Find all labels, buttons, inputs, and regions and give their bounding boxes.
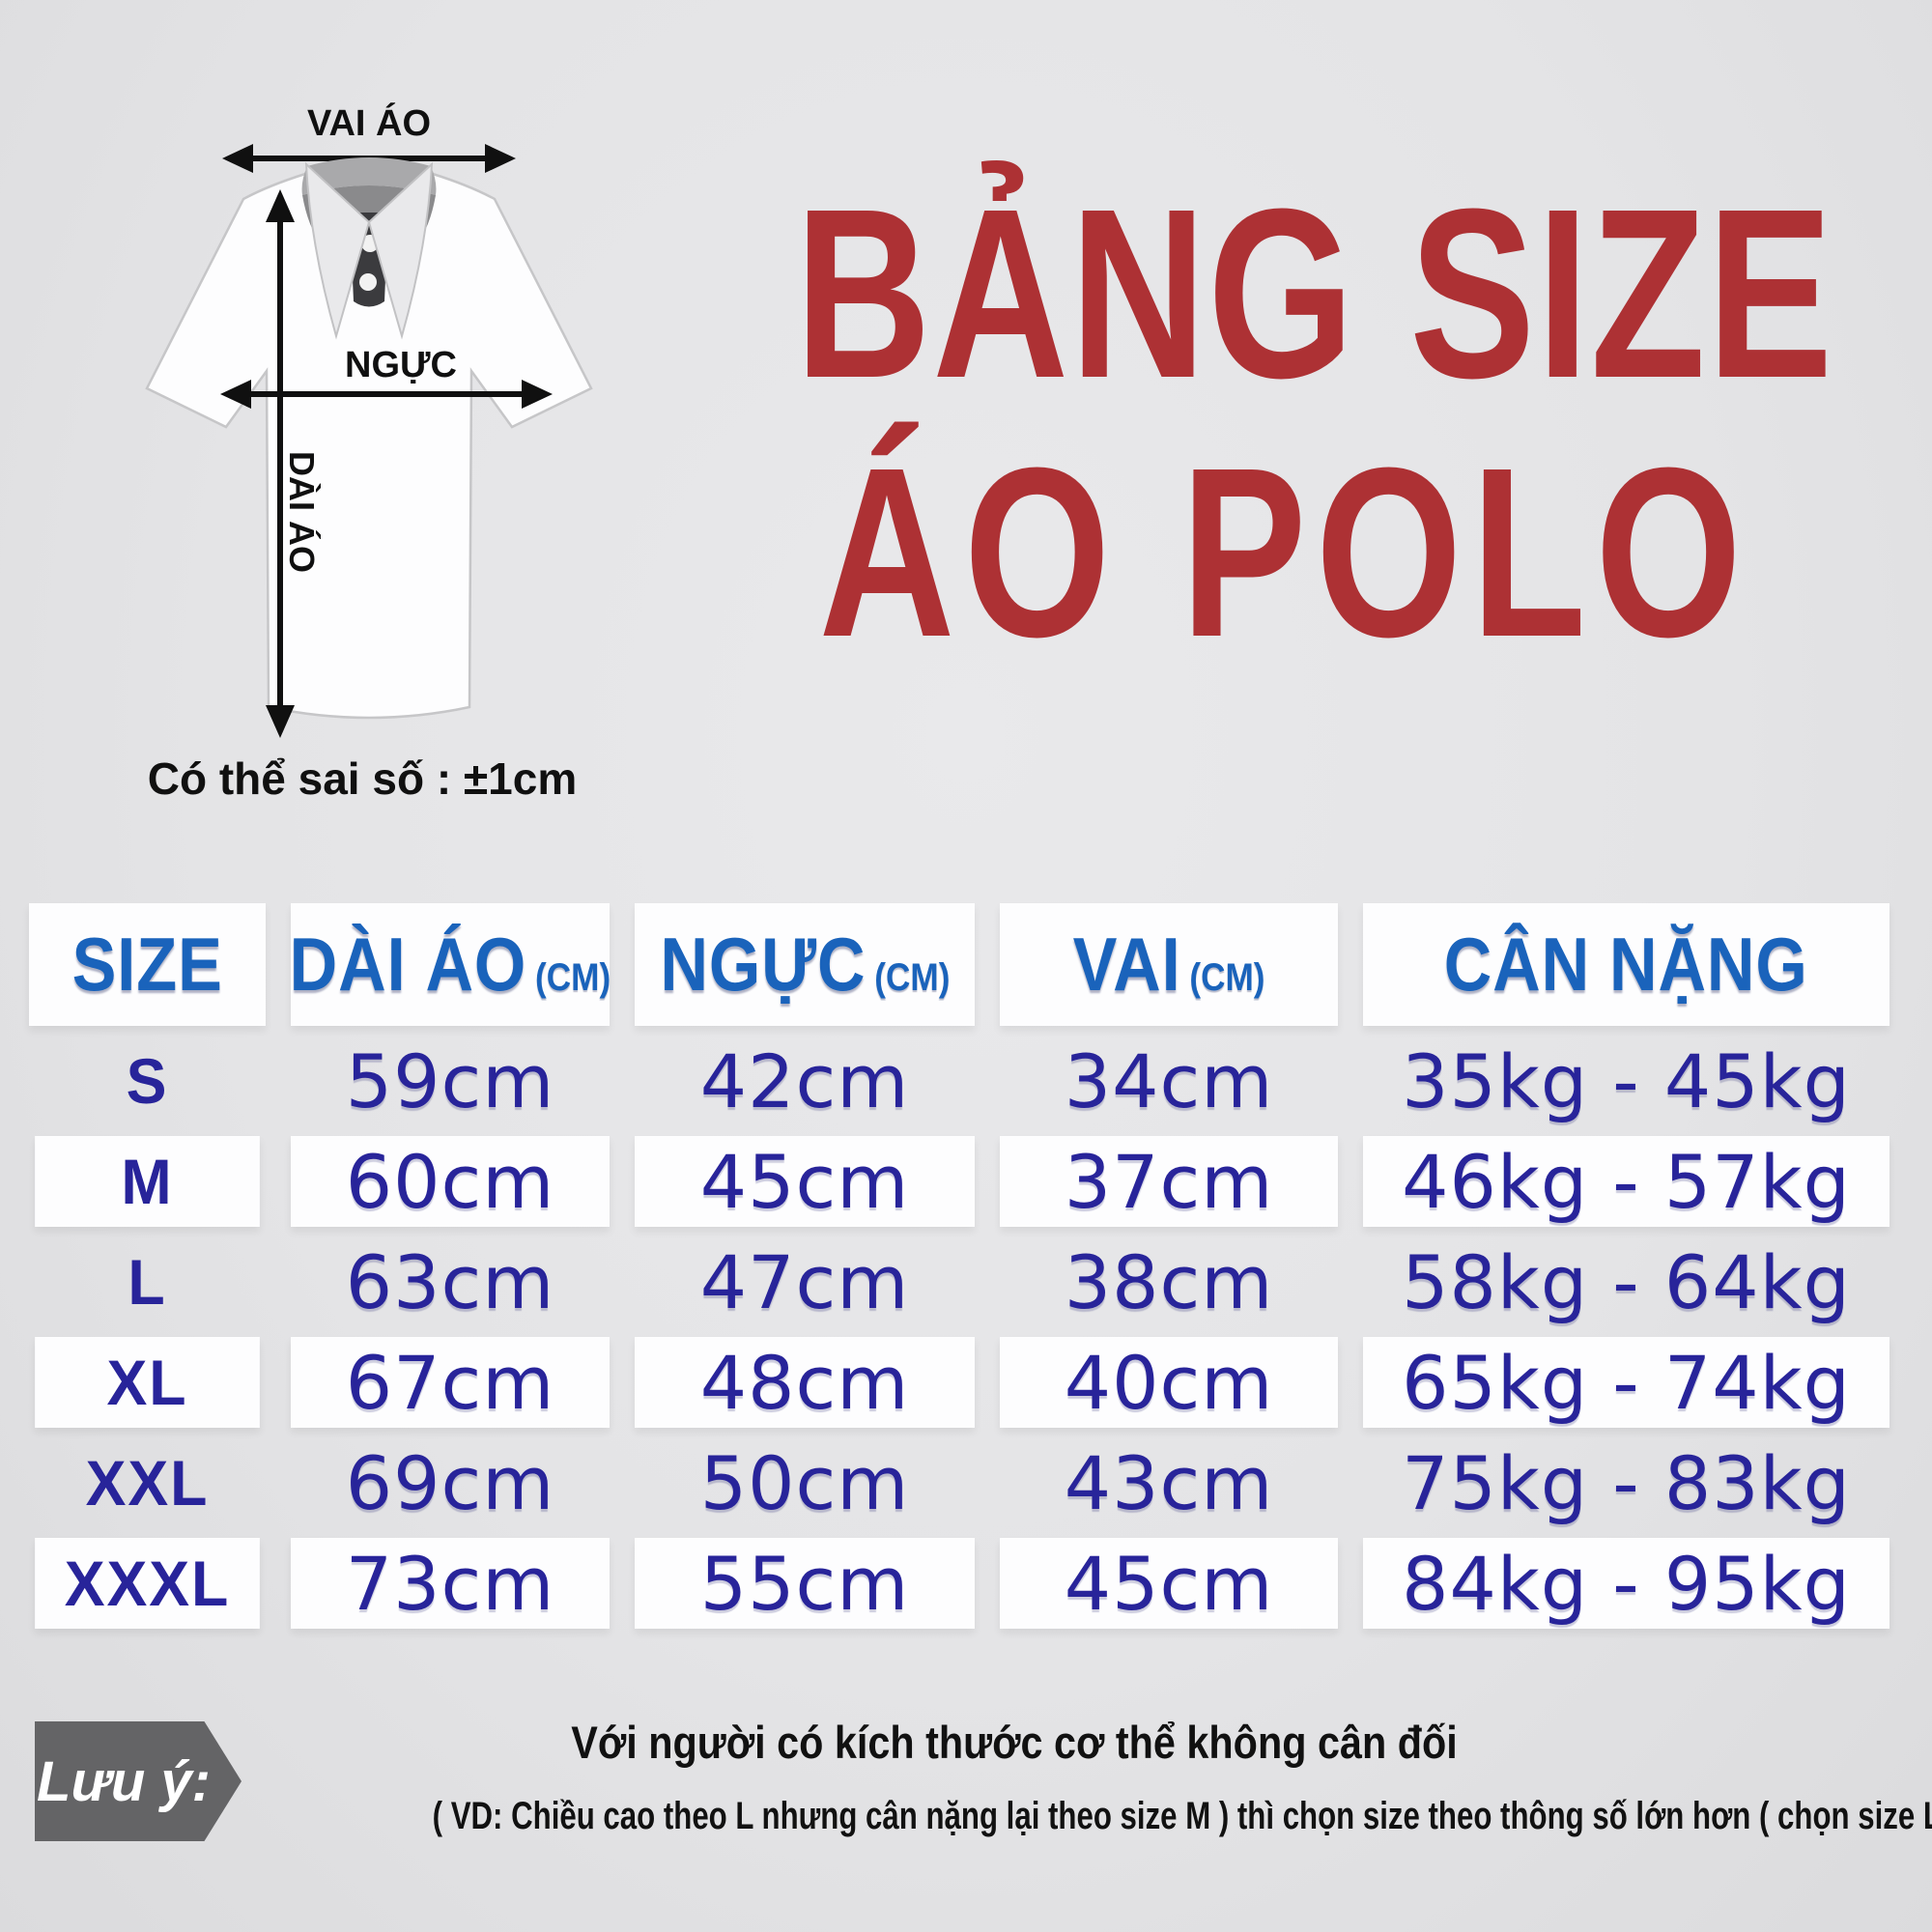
cell-size-l: L — [128, 1246, 167, 1318]
column-header-can-nang-label: CÂN NẶNG — [1444, 922, 1808, 1007]
cell-dai-ao-m: 60cm — [291, 1136, 610, 1227]
cell-vai-xxl: 43cm — [1064, 1439, 1274, 1526]
page-title: BẢNG SIZE ÁO POLO — [657, 164, 1913, 682]
cell-dai-ao-s: 59cm — [345, 1037, 555, 1124]
cell-nguc-m: 45cm — [635, 1136, 975, 1227]
column-header-vai-label: VAI — [1072, 922, 1181, 1007]
cell-can-nang-m: 46kg - 57kg — [1363, 1136, 1889, 1227]
note-line2: ( VD: Chiều cao theo L nhưng cân nặng lạ… — [432, 1795, 1932, 1837]
column-header-can-nang: CÂN NẶNG — [1363, 903, 1889, 1026]
column-header-nguc-unit: (CM) — [873, 956, 950, 999]
cell-can-nang-s: 35kg - 45kg — [1402, 1037, 1851, 1124]
cell-dai-ao-xl: 67cm — [291, 1337, 610, 1428]
column-header-dai-ao-label: DÀI ÁO — [289, 922, 527, 1007]
cell-vai-xl: 40cm — [1000, 1337, 1338, 1428]
shirt-button — [359, 273, 377, 291]
cell-can-nang-xl: 65kg - 74kg — [1363, 1337, 1889, 1428]
cell-nguc-xxl: 50cm — [699, 1439, 910, 1526]
cell-vai-s: 34cm — [1064, 1037, 1274, 1124]
tolerance-note: Có thể sai số : ±1cm — [148, 753, 577, 804]
cell-nguc-xl: 48cm — [635, 1337, 975, 1428]
column-header-nguc: NGỰC (CM) — [635, 903, 975, 1026]
column-header-nguc-label: NGỰC — [660, 922, 867, 1007]
column-header-size: SIZE — [29, 903, 266, 1026]
shirt-collar-flap-right — [367, 161, 434, 340]
column-header-vai-unit: (CM) — [1189, 956, 1265, 999]
polo-shirt-diagram: VAI ÁO DÀI ÁO NGỰC — [145, 101, 593, 804]
shirt-collar-flap-left — [304, 161, 371, 340]
note-line1: Với người có kích thước cơ thể không cân… — [571, 1717, 1458, 1768]
cell-nguc-l: 47cm — [699, 1238, 910, 1325]
cell-size-xl: XL — [35, 1337, 260, 1428]
length-label: DÀI ÁO — [282, 451, 322, 573]
cell-can-nang-l: 58kg - 64kg — [1402, 1238, 1851, 1325]
cell-size-xxl: XXL — [85, 1447, 210, 1519]
column-header-size-label: SIZE — [71, 922, 223, 1007]
chest-width-arrow-icon — [220, 380, 553, 409]
cell-size-s: S — [126, 1045, 169, 1117]
cell-can-nang-xxxl: 84kg - 95kg — [1363, 1538, 1889, 1629]
cell-nguc-s: 42cm — [699, 1037, 910, 1124]
page-title-line2: ÁO POLO — [818, 417, 1751, 687]
chest-label: NGỰC — [345, 345, 457, 385]
shoulder-label: VAI ÁO — [307, 101, 431, 144]
shirt-collar-back — [301, 157, 437, 195]
column-header-dai-ao: DÀI ÁO (CM) — [289, 903, 611, 1026]
column-header-vai: VAI (CM) — [1000, 903, 1338, 1026]
cell-dai-ao-xxxl: 73cm — [291, 1538, 610, 1629]
size-table: SIZE DÀI ÁO (CM) NGỰC (CM) VAI (CM) CÂN … — [29, 898, 1889, 1634]
cell-vai-xxxl: 45cm — [1000, 1538, 1338, 1629]
column-header-dai-ao-unit: (CM) — [535, 956, 611, 999]
cell-nguc-xxxl: 55cm — [635, 1538, 975, 1629]
note-badge: Lưu ý: — [35, 1721, 242, 1841]
cell-size-xxxl: XXXL — [35, 1538, 260, 1629]
cell-dai-ao-l: 63cm — [345, 1238, 555, 1325]
cell-can-nang-xxl: 75kg - 83kg — [1402, 1439, 1851, 1526]
length-arrow-icon — [266, 189, 295, 738]
cell-dai-ao-xxl: 69cm — [345, 1439, 555, 1526]
page-title-line1: BẢNG SIZE — [795, 158, 1834, 428]
cell-vai-l: 38cm — [1064, 1238, 1274, 1325]
cell-size-m: M — [35, 1136, 260, 1227]
cell-vai-m: 37cm — [1000, 1136, 1338, 1227]
note-badge-label: Lưu ý: — [37, 1749, 211, 1813]
